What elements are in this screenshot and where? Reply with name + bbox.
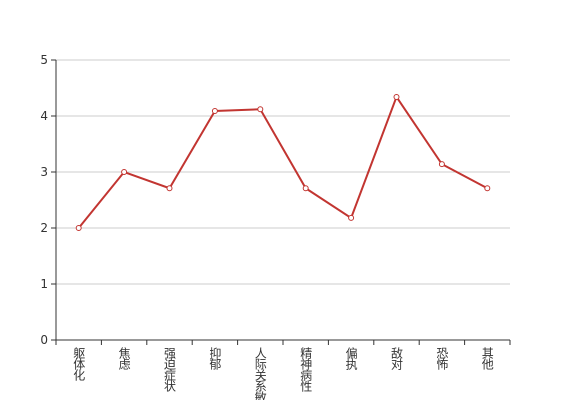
x-tick-label: 其他 (480, 347, 494, 370)
x-tick-label: 强迫症状 (163, 347, 177, 392)
point (211, 107, 218, 114)
y-tick-label: 1 (40, 277, 48, 291)
y-tick-label: 4 (40, 109, 48, 123)
line (77, 94, 488, 229)
x-tick-label: 躯体化 (72, 346, 86, 382)
x-tick-label: 敌对 (390, 346, 404, 370)
y-tick-label: 2 (40, 221, 48, 235)
y-tick-label: 0 (40, 333, 48, 347)
point (393, 93, 400, 100)
point (75, 225, 82, 231)
x-tick-label: 偏执 (344, 346, 358, 371)
point (484, 185, 491, 192)
x-tick-label: 人际关系敏感 (253, 347, 267, 400)
x-tick-label: 焦虑 (117, 347, 131, 370)
x-tick-label: 精神病性 (299, 347, 313, 393)
x-tick-label: 抑郁 (208, 346, 222, 371)
point (302, 185, 309, 192)
x-tick-label: 恐怖 (435, 347, 449, 370)
point (348, 214, 355, 221)
y-tick-label: 3 (40, 165, 48, 179)
point (438, 161, 445, 168)
y-tick-label: 5 (40, 53, 48, 67)
point (257, 106, 264, 113)
point (166, 185, 173, 192)
point (121, 169, 128, 175)
